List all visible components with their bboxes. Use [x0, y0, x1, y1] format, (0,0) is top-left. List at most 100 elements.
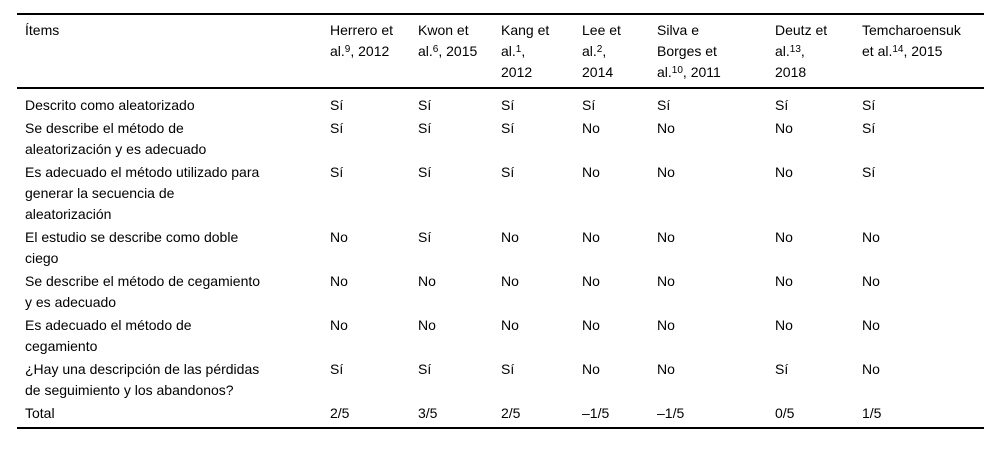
value-cell: No: [501, 317, 519, 333]
item-label: Descrito como aleatorizado: [25, 97, 195, 113]
column-header-study-kang: Kang et al.1, 2012: [501, 14, 582, 89]
value-cell: No: [582, 120, 600, 136]
reference-superscript: 10: [671, 65, 683, 76]
item-cell: El estudio se describe como doble ciego: [17, 227, 330, 271]
study-year: , 2011: [682, 64, 721, 80]
reference-superscript: 14: [892, 44, 904, 55]
study-name: Herrero et al.: [330, 22, 394, 59]
value-cell: No: [418, 317, 436, 333]
column-header-study-kwon: Kwon et al.6, 2015: [418, 14, 501, 89]
item-label: Es adecuado el método de cegamiento: [25, 317, 192, 354]
value-cell: Sí: [862, 97, 876, 113]
item-cell: ¿Hay una descripción de las pérdidas de …: [17, 359, 330, 403]
quality-assessment-table: Ítems Herrero et al.9, 2012 Kwon et al.6…: [17, 13, 984, 429]
value-cell: No: [501, 229, 519, 245]
column-header-study-herrero: Herrero et al.9, 2012: [330, 14, 418, 89]
value-cell: No: [862, 361, 880, 377]
table-row: ¿Hay una descripción de las pérdidas de …: [17, 359, 984, 403]
value-cell: Sí: [330, 361, 344, 377]
column-header-label: Ítems: [25, 22, 60, 38]
value-cell: Sí: [418, 97, 432, 113]
total-label: Total: [25, 405, 55, 421]
study-year: , 2015: [438, 43, 478, 59]
table-row: El estudio se describe como doble ciego …: [17, 227, 984, 271]
value-cell: Sí: [418, 361, 432, 377]
item-label: Se describe el método de aleatorización …: [25, 120, 207, 157]
item-cell: Se describe el método de aleatorización …: [17, 118, 330, 162]
value-cell: No: [775, 317, 793, 333]
reference-superscript: 6: [432, 44, 439, 55]
value-cell: Sí: [418, 164, 432, 180]
value-cell: Sí: [775, 97, 789, 113]
value-cell: Sí: [775, 361, 789, 377]
total-value-cell: 0/5: [775, 405, 795, 421]
reference-superscript: 13: [789, 44, 801, 55]
value-cell: No: [330, 317, 348, 333]
reference-superscript: 1: [515, 44, 522, 55]
value-cell: Sí: [330, 97, 344, 113]
item-cell: Descrito como aleatorizado: [17, 88, 330, 118]
study-year: , 2012: [501, 43, 533, 80]
value-cell: No: [582, 164, 600, 180]
study-year: , 2012: [350, 43, 390, 59]
value-cell: No: [775, 229, 793, 245]
value-cell: No: [657, 273, 675, 289]
value-cell: No: [862, 229, 880, 245]
column-header-study-deutz: Deutz et al.13, 2018: [775, 14, 862, 89]
value-cell: Sí: [501, 361, 515, 377]
study-year: , 2015: [903, 43, 943, 59]
total-value-cell: –1/5: [657, 405, 685, 421]
column-header-items: Ítems: [17, 14, 330, 89]
study-year: , 2014: [582, 43, 614, 80]
item-cell: Es adecuado el método utilizado para gen…: [17, 162, 330, 227]
value-cell: Sí: [330, 120, 344, 136]
table-row: Descrito como aleatorizado Sí Sí Sí Sí S…: [17, 88, 984, 118]
value-cell: No: [582, 229, 600, 245]
study-citation: Temcharoensuk et al.14, 2015: [862, 20, 970, 62]
value-cell: Sí: [657, 97, 671, 113]
study-name: Kang et al.: [501, 22, 550, 59]
total-value-cell: –1/5: [582, 405, 610, 421]
item-label: Es adecuado el método utilizado para gen…: [25, 164, 260, 222]
table-row-total: Total 2/5 3/5 2/5 –1/5 –1/5 0/5 1/5: [17, 403, 984, 428]
column-header-study-temcharoensuk: Temcharoensuk et al.14, 2015: [862, 14, 984, 89]
value-cell: Sí: [501, 120, 515, 136]
total-value-cell: 2/5: [501, 405, 521, 421]
study-name: Kwon et al.: [418, 22, 469, 59]
value-cell: No: [330, 229, 348, 245]
value-cell: No: [582, 361, 600, 377]
value-cell: No: [330, 273, 348, 289]
value-cell: No: [775, 164, 793, 180]
study-citation: Kang et al.1, 2012: [501, 20, 557, 83]
value-cell: Sí: [862, 120, 876, 136]
table-row: Es adecuado el método de cegamiento No N…: [17, 315, 984, 359]
value-cell: No: [582, 317, 600, 333]
reference-superscript: 2: [596, 44, 603, 55]
item-cell: Se describe el método de cegamiento y es…: [17, 271, 330, 315]
column-header-study-lee: Lee et al.2, 2014: [582, 14, 657, 89]
item-cell: Es adecuado el método de cegamiento: [17, 315, 330, 359]
study-citation: Deutz et al.13, 2018: [775, 20, 837, 83]
total-value-cell: 3/5: [418, 405, 438, 421]
value-cell: No: [501, 273, 519, 289]
study-name: Lee et al.: [582, 22, 621, 59]
item-label: Se describe el método de cegamiento y es…: [25, 273, 261, 310]
reference-superscript: 9: [344, 44, 351, 55]
value-cell: Sí: [418, 229, 432, 245]
value-cell: No: [418, 273, 436, 289]
study-citation: Herrero et al.9, 2012: [330, 20, 395, 62]
study-citation: Lee et al.2, 2014: [582, 20, 632, 83]
value-cell: Sí: [582, 97, 596, 113]
value-cell: No: [657, 361, 675, 377]
study-name: Silva e Borges et al.: [657, 22, 717, 80]
value-cell: No: [582, 273, 600, 289]
total-value-cell: 2/5: [330, 405, 350, 421]
value-cell: Sí: [862, 164, 876, 180]
value-cell: Sí: [330, 164, 344, 180]
header-row: Ítems Herrero et al.9, 2012 Kwon et al.6…: [17, 14, 984, 89]
total-value-cell: 1/5: [862, 405, 882, 421]
study-year: , 2018: [775, 43, 807, 80]
value-cell: No: [775, 120, 793, 136]
value-cell: No: [657, 229, 675, 245]
study-name: Deutz et al.: [775, 22, 828, 59]
